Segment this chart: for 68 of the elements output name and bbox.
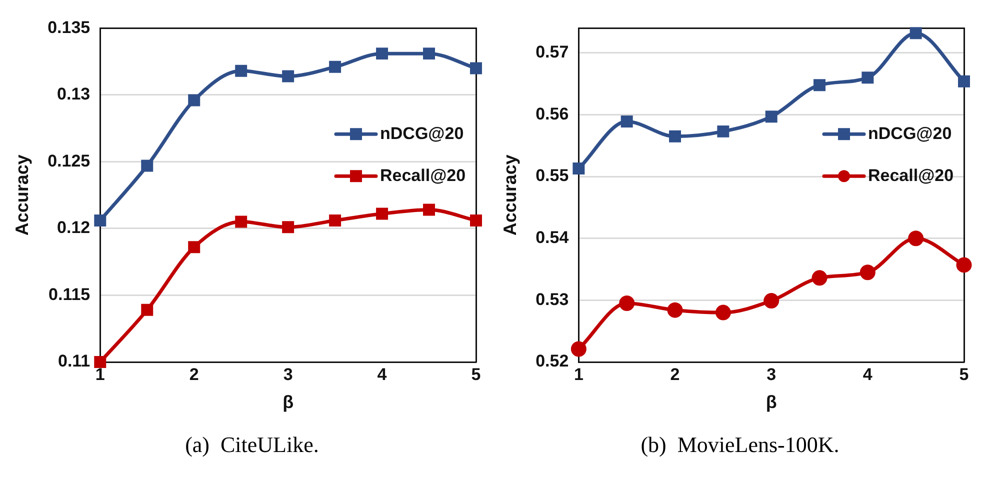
point xyxy=(958,75,970,88)
y-tick-label: 0.52 xyxy=(536,352,569,371)
y-tick-label: 0.11 xyxy=(58,352,90,371)
point xyxy=(764,293,780,309)
point xyxy=(669,130,682,142)
point xyxy=(910,27,922,40)
point xyxy=(282,221,294,234)
x-tick-label: 2 xyxy=(670,364,680,384)
point xyxy=(956,257,972,273)
point xyxy=(572,162,585,175)
legend-label: nDCG@20 xyxy=(380,124,464,143)
point xyxy=(470,62,482,74)
legend-label: nDCG@20 xyxy=(868,124,952,143)
x-tick-label: 1 xyxy=(574,364,584,384)
point xyxy=(715,304,731,320)
y-axis-title: Accuracy xyxy=(500,154,520,236)
y-tick-label: 0.57 xyxy=(536,42,569,62)
y-tick-label: 0.115 xyxy=(48,284,90,304)
point xyxy=(141,160,154,172)
point xyxy=(862,72,874,84)
point xyxy=(423,204,436,216)
point xyxy=(376,208,388,220)
y-tick-label: 0.54 xyxy=(536,228,570,248)
y-tick-label: 0.12 xyxy=(57,218,90,238)
point xyxy=(908,230,924,246)
point xyxy=(765,110,778,123)
x-tick-label: 3 xyxy=(766,364,776,384)
x-tick-label: 2 xyxy=(189,364,199,384)
point xyxy=(94,214,106,226)
y-tick-label: 0.13 xyxy=(57,84,90,104)
y-tick-label: 0.56 xyxy=(536,104,569,124)
point xyxy=(329,214,342,226)
y-tick-label: 0.125 xyxy=(48,151,90,170)
x-axis-title: β xyxy=(282,392,294,412)
point xyxy=(570,341,586,357)
point xyxy=(235,64,248,77)
y-tick-label: 0.135 xyxy=(48,18,90,37)
legend-label: Recall@20 xyxy=(868,166,954,185)
point xyxy=(812,270,828,286)
point xyxy=(94,356,106,368)
x-tick-label: 4 xyxy=(377,364,388,384)
x-tick-label: 5 xyxy=(471,364,481,384)
point xyxy=(141,304,154,316)
text: (a) CiteULike. xyxy=(184,432,320,458)
point xyxy=(619,296,635,312)
point xyxy=(470,214,482,226)
x-tick-label: 5 xyxy=(959,364,969,384)
point xyxy=(282,70,294,82)
point xyxy=(814,79,826,92)
x-tick-label: 4 xyxy=(862,364,873,384)
y-tick-label: 0.55 xyxy=(536,166,569,186)
point xyxy=(717,125,730,138)
point xyxy=(620,116,633,128)
point xyxy=(376,48,388,60)
point xyxy=(188,241,200,254)
point xyxy=(423,48,436,60)
x-tick-label: 1 xyxy=(95,364,105,384)
text: (b) MovieLens-100K. xyxy=(640,432,840,458)
point xyxy=(188,94,200,106)
point xyxy=(329,60,342,73)
y-axis-title: Accuracy xyxy=(12,154,32,236)
y-tick-label: 0.53 xyxy=(536,290,569,309)
point xyxy=(860,264,876,280)
point xyxy=(235,216,248,228)
legend-label: Recall@20 xyxy=(380,166,466,185)
x-tick-label: 3 xyxy=(283,364,293,384)
point xyxy=(667,302,683,318)
x-axis-title: β xyxy=(766,392,777,412)
